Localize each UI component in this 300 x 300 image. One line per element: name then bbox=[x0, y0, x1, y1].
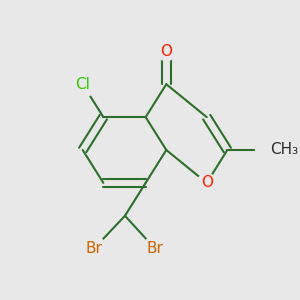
Text: Br: Br bbox=[85, 241, 102, 256]
Text: O: O bbox=[201, 176, 213, 190]
Text: O: O bbox=[160, 44, 172, 59]
Circle shape bbox=[70, 71, 96, 98]
Text: Br: Br bbox=[147, 241, 164, 256]
Circle shape bbox=[143, 236, 167, 261]
Circle shape bbox=[157, 42, 176, 61]
Circle shape bbox=[82, 236, 106, 261]
Circle shape bbox=[256, 135, 286, 165]
Circle shape bbox=[197, 173, 216, 192]
Text: Cl: Cl bbox=[75, 77, 90, 92]
Text: CH₃: CH₃ bbox=[271, 142, 299, 158]
